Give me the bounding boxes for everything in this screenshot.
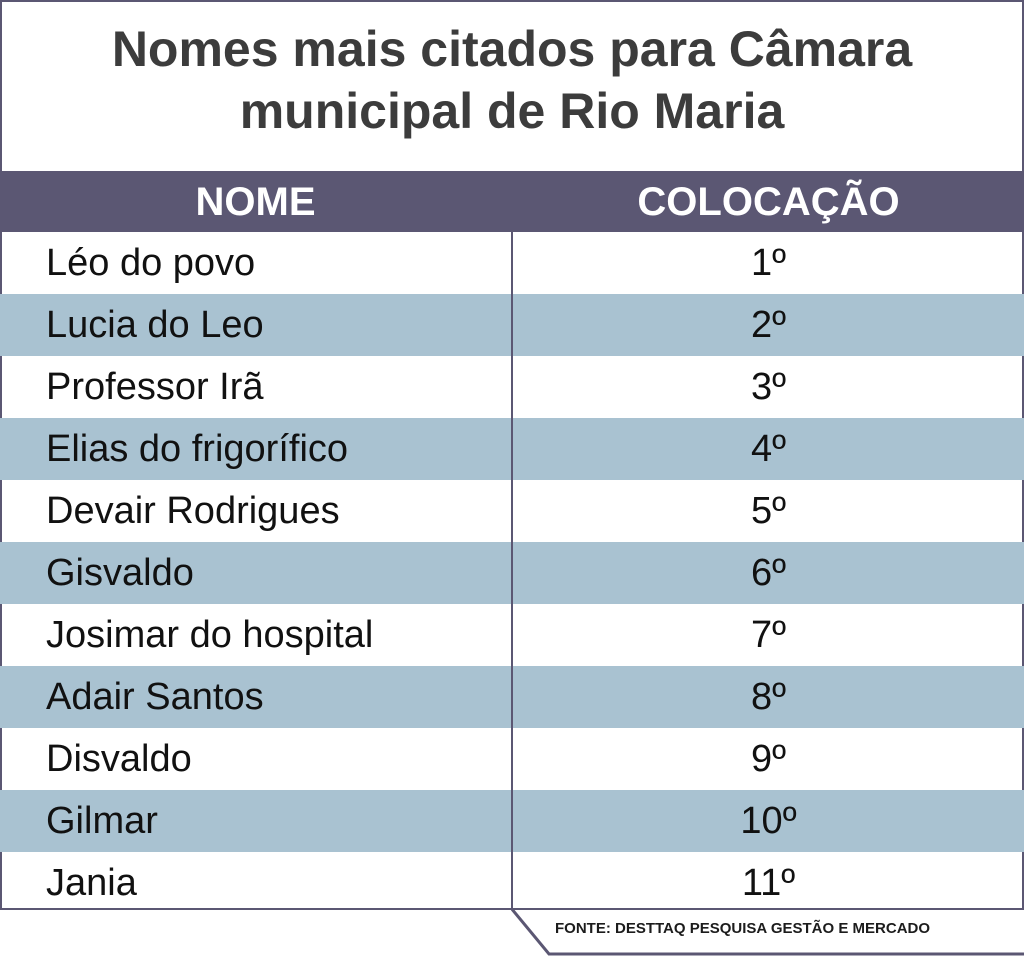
table-row: Devair Rodrigues 5º [0, 480, 1024, 542]
cell-position: 2º [750, 304, 786, 346]
table-row: Josimar do hospital 7º [0, 604, 1024, 666]
title-line-1: Nomes mais citados para Câmara [111, 21, 913, 77]
cell-position: 7º [750, 614, 786, 656]
cell-name: Elias do frigorífico [46, 428, 349, 470]
source-tab-shape [511, 908, 1024, 956]
cell-position: 1º [750, 242, 786, 284]
column-header-name: NOME [195, 180, 316, 224]
cell-name: Devair Rodrigues [46, 490, 340, 532]
cell-name: Jania [46, 862, 137, 904]
table-row: Léo do povo 1º [0, 232, 1024, 294]
cell-name: Disvaldo [46, 738, 192, 780]
cell-position: 4º [750, 428, 786, 470]
cell-position: 5º [750, 490, 786, 532]
cell-name: Léo do povo [46, 242, 256, 284]
cell-position: 3º [750, 366, 786, 408]
cell-position: 8º [750, 676, 786, 718]
cell-position: 6º [750, 552, 786, 594]
cell-position: 11º [741, 862, 796, 904]
cell-name: Adair Santos [46, 676, 264, 718]
cell-position: 9º [750, 738, 786, 780]
cell-name: Lucia do Leo [46, 304, 264, 346]
source-tab [511, 908, 1024, 958]
cell-name: Josimar do hospital [46, 614, 374, 656]
page-title: Nomes mais citados para Câmara municipal… [0, 18, 1024, 142]
table-bottom-border [0, 908, 513, 910]
column-divider [511, 171, 513, 910]
table-row: Professor Irã 3º [0, 356, 1024, 418]
table-row: Disvaldo 9º [0, 728, 1024, 790]
source-note: FONTE: DESTTAQ PESQUISA GESTÃO E MERCADO [555, 920, 931, 937]
cell-name: Gilmar [46, 800, 158, 842]
cell-position: 10º [740, 800, 797, 842]
cell-name: Professor Irã [46, 366, 264, 408]
title-line-2: municipal de Rio Maria [239, 83, 785, 139]
table-row: Jania 11º [0, 852, 1024, 914]
cell-name: Gisvaldo [46, 552, 194, 594]
column-header-position: COLOCAÇÃO [637, 180, 900, 224]
